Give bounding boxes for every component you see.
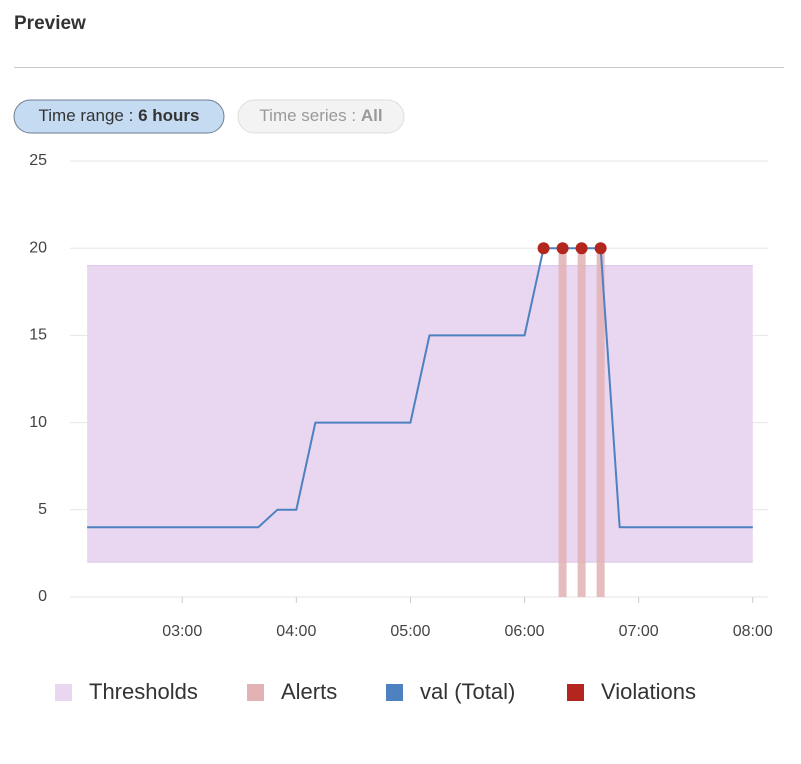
panel-title: Preview <box>14 13 86 34</box>
y-tick-label: 15 <box>29 327 47 344</box>
legend-label: Alerts <box>281 679 337 704</box>
series-line <box>87 247 753 529</box>
legend-swatch <box>386 684 403 701</box>
threshold-band <box>87 265 753 563</box>
legend-label: Violations <box>601 679 696 704</box>
pill-label: Time series : <box>259 106 356 125</box>
y-tick-label: 5 <box>38 501 47 518</box>
pill-text: Time series : All <box>259 106 382 125</box>
violation-point <box>575 242 588 255</box>
legend-swatch <box>247 684 264 701</box>
pill-label: Time range : <box>39 106 134 125</box>
y-tick-label: 10 <box>29 414 47 431</box>
pill-value: All <box>361 106 383 125</box>
y-tick-label: 0 <box>38 588 47 605</box>
time-range-pill[interactable]: Time range : 6 hours <box>13 99 225 134</box>
x-tick-label: 05:00 <box>390 623 430 640</box>
violation-point <box>594 242 607 255</box>
legend-label: val (Total) <box>420 679 515 704</box>
x-tick-label: 04:00 <box>276 623 316 640</box>
pill-value: 6 hours <box>138 106 199 125</box>
legend-label: Thresholds <box>89 679 198 704</box>
y-tick-label: 25 <box>29 152 47 169</box>
x-tick-label: 03:00 <box>162 623 202 640</box>
x-tick-label: 07:00 <box>619 623 659 640</box>
pill-text: Time range : 6 hours <box>39 106 200 125</box>
x-tick-label: 08:00 <box>733 623 773 640</box>
violation-point <box>537 242 550 255</box>
legend-swatch <box>567 684 584 701</box>
alert-bar <box>577 248 586 597</box>
alert-bar <box>558 248 567 597</box>
pill-background <box>13 99 225 134</box>
alert-bar <box>596 248 605 597</box>
time-series-pill: Time series : All <box>237 99 405 134</box>
y-tick-label: 20 <box>29 239 47 256</box>
violation-point <box>556 242 569 255</box>
pill-background <box>237 99 405 134</box>
x-tick-label: 06:00 <box>505 623 545 640</box>
legend-swatch <box>55 684 72 701</box>
